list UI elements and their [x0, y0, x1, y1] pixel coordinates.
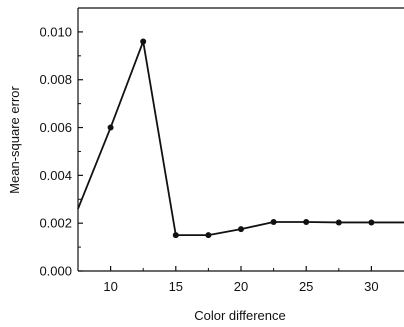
data-point: [205, 232, 212, 239]
data-point: [172, 232, 179, 239]
data-point: [270, 218, 277, 225]
x-tick-label: 15: [169, 279, 183, 294]
data-point: [303, 218, 310, 225]
data-point: [140, 38, 147, 45]
x-tick-label: 30: [364, 279, 378, 294]
series-polyline: [77, 40, 404, 237]
y-tick-label: 0.010: [39, 24, 72, 39]
data-point: [107, 124, 114, 131]
y-tick-label: 0.006: [39, 120, 72, 135]
y-axis-ticks: 0.000 0.002 0.004 0.006 0.008 0.010: [39, 7, 83, 279]
y-axis-title: Mean-square error: [7, 86, 22, 194]
x-tick-label: 25: [299, 279, 313, 294]
x-axis-ticks: 10 15 20 25 30: [103, 266, 379, 294]
x-tick-label: 10: [103, 279, 117, 294]
x-axis-title: Color difference: [194, 308, 286, 323]
y-tick-label: 0.008: [39, 72, 72, 87]
data-point: [238, 226, 244, 233]
data-point: [368, 219, 375, 226]
y-tick-label: 0.004: [39, 168, 72, 183]
data-point: [335, 219, 342, 226]
y-tick-label: 0.000: [39, 264, 72, 279]
series-line: [77, 38, 404, 239]
x-tick-label: 20: [234, 279, 248, 294]
y-tick-label: 0.002: [39, 216, 72, 231]
